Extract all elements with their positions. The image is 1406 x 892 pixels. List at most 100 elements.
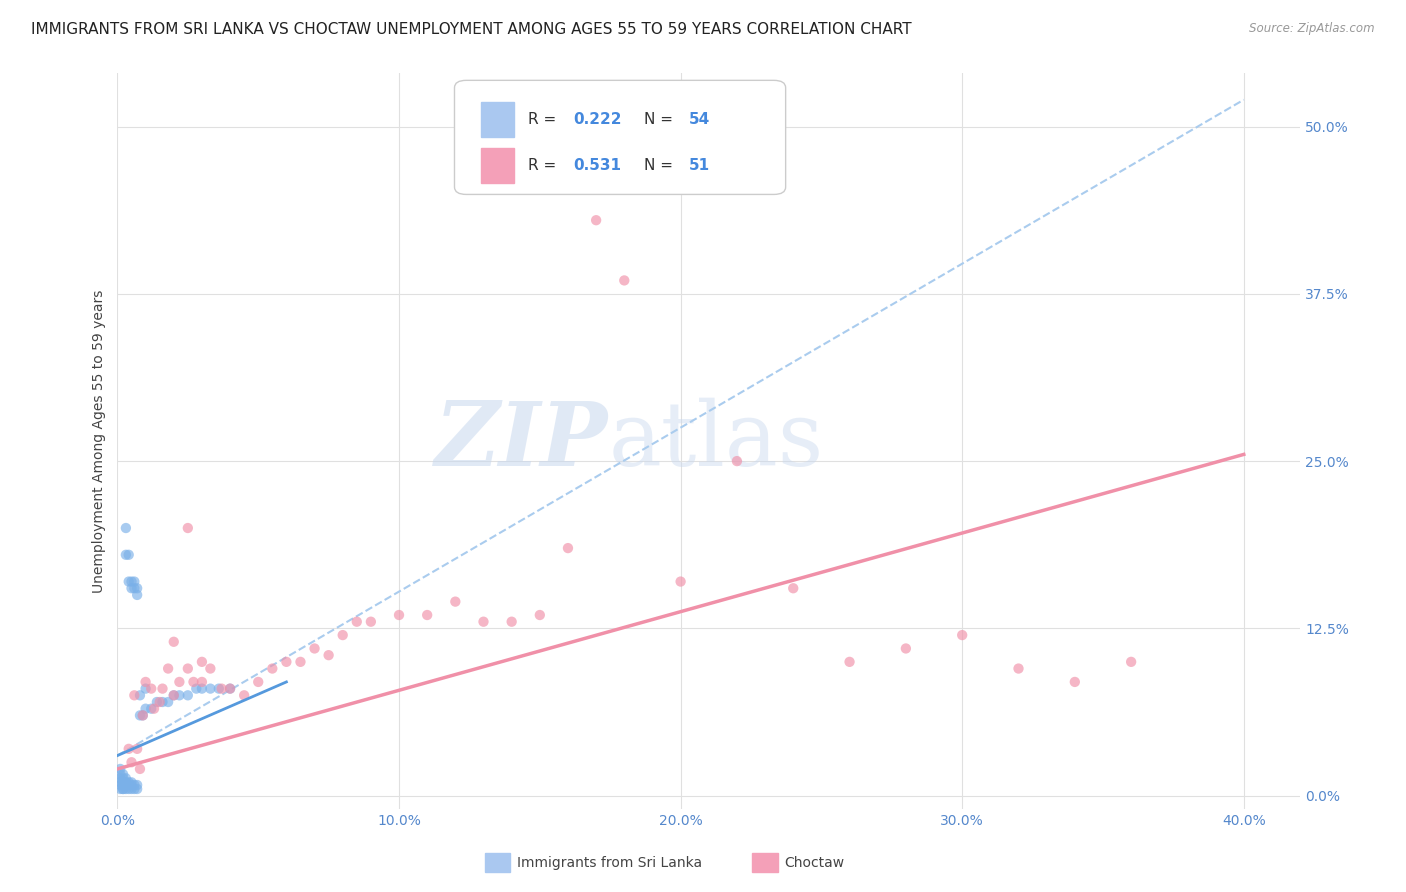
Point <box>110 782 132 797</box>
Point <box>115 521 138 535</box>
Point <box>782 581 804 595</box>
Text: 0.531: 0.531 <box>572 158 621 173</box>
Point <box>191 675 214 690</box>
Point <box>838 655 860 669</box>
Point <box>177 521 200 535</box>
Point <box>152 681 174 696</box>
Point <box>444 594 467 608</box>
Point <box>110 767 132 781</box>
Point <box>585 213 607 227</box>
Point <box>186 681 208 696</box>
Point <box>501 615 523 629</box>
Point <box>118 548 141 562</box>
Point <box>219 681 242 696</box>
Point <box>124 581 146 595</box>
Point <box>118 778 141 792</box>
Point <box>163 689 186 703</box>
Point <box>290 655 312 669</box>
Point <box>177 689 200 703</box>
Point <box>124 778 146 792</box>
Point <box>129 708 152 723</box>
Point <box>346 615 368 629</box>
Point <box>132 708 155 723</box>
Point <box>129 762 152 776</box>
Point <box>127 742 149 756</box>
Point <box>124 689 146 703</box>
Point <box>112 782 135 797</box>
Point <box>247 675 270 690</box>
Point <box>118 775 141 789</box>
Point <box>950 628 973 642</box>
Text: Immigrants from Sri Lanka: Immigrants from Sri Lanka <box>517 855 703 870</box>
Point <box>169 675 191 690</box>
Point <box>388 607 411 622</box>
Point <box>121 756 143 770</box>
Point <box>129 689 152 703</box>
FancyBboxPatch shape <box>454 80 786 194</box>
Text: N =: N = <box>644 112 678 127</box>
Point <box>200 661 222 675</box>
Point <box>118 574 141 589</box>
Point <box>725 454 748 468</box>
Point <box>127 588 149 602</box>
Point <box>121 581 143 595</box>
Point <box>124 782 146 797</box>
Point <box>557 541 579 555</box>
Y-axis label: Unemployment Among Ages 55 to 59 years: Unemployment Among Ages 55 to 59 years <box>93 289 107 592</box>
Point <box>894 641 917 656</box>
Point <box>208 681 231 696</box>
Point <box>112 775 135 789</box>
Point <box>118 742 141 756</box>
Point <box>416 607 439 622</box>
Point <box>163 689 186 703</box>
Point <box>233 689 256 703</box>
Point <box>132 708 155 723</box>
Point <box>332 628 354 642</box>
Point <box>115 778 138 792</box>
Point <box>118 782 141 797</box>
Point <box>149 695 172 709</box>
Point <box>115 775 138 789</box>
Text: Choctaw: Choctaw <box>785 855 845 870</box>
Point <box>112 778 135 792</box>
Point <box>121 775 143 789</box>
Text: IMMIGRANTS FROM SRI LANKA VS CHOCTAW UNEMPLOYMENT AMONG AGES 55 TO 59 YEARS CORR: IMMIGRANTS FROM SRI LANKA VS CHOCTAW UNE… <box>31 22 911 37</box>
Point <box>183 675 205 690</box>
FancyBboxPatch shape <box>481 102 513 137</box>
Point <box>121 782 143 797</box>
Point <box>110 775 132 789</box>
Point <box>115 548 138 562</box>
Point <box>112 772 135 786</box>
Point <box>360 615 382 629</box>
Text: R =: R = <box>527 112 561 127</box>
Point <box>152 695 174 709</box>
Point <box>211 681 233 696</box>
Point <box>1007 661 1029 675</box>
Text: 51: 51 <box>689 158 710 173</box>
Text: N =: N = <box>644 158 678 173</box>
Point <box>135 702 157 716</box>
Point <box>472 615 495 629</box>
Text: 0.222: 0.222 <box>572 112 621 127</box>
Point <box>110 762 132 776</box>
Point <box>127 778 149 792</box>
Point <box>112 775 135 789</box>
Point <box>141 681 163 696</box>
Point <box>177 661 200 675</box>
Text: atlas: atlas <box>609 397 824 484</box>
Point <box>613 273 636 287</box>
Point <box>304 641 326 656</box>
Point <box>127 782 149 797</box>
Point <box>262 661 284 675</box>
Point <box>135 675 157 690</box>
Point <box>191 681 214 696</box>
Point <box>1121 655 1143 669</box>
Point <box>200 681 222 696</box>
Text: 54: 54 <box>689 112 710 127</box>
Point <box>219 681 242 696</box>
Point <box>115 782 138 797</box>
Point <box>127 581 149 595</box>
Point <box>110 778 132 792</box>
Point <box>121 574 143 589</box>
Point <box>669 574 692 589</box>
